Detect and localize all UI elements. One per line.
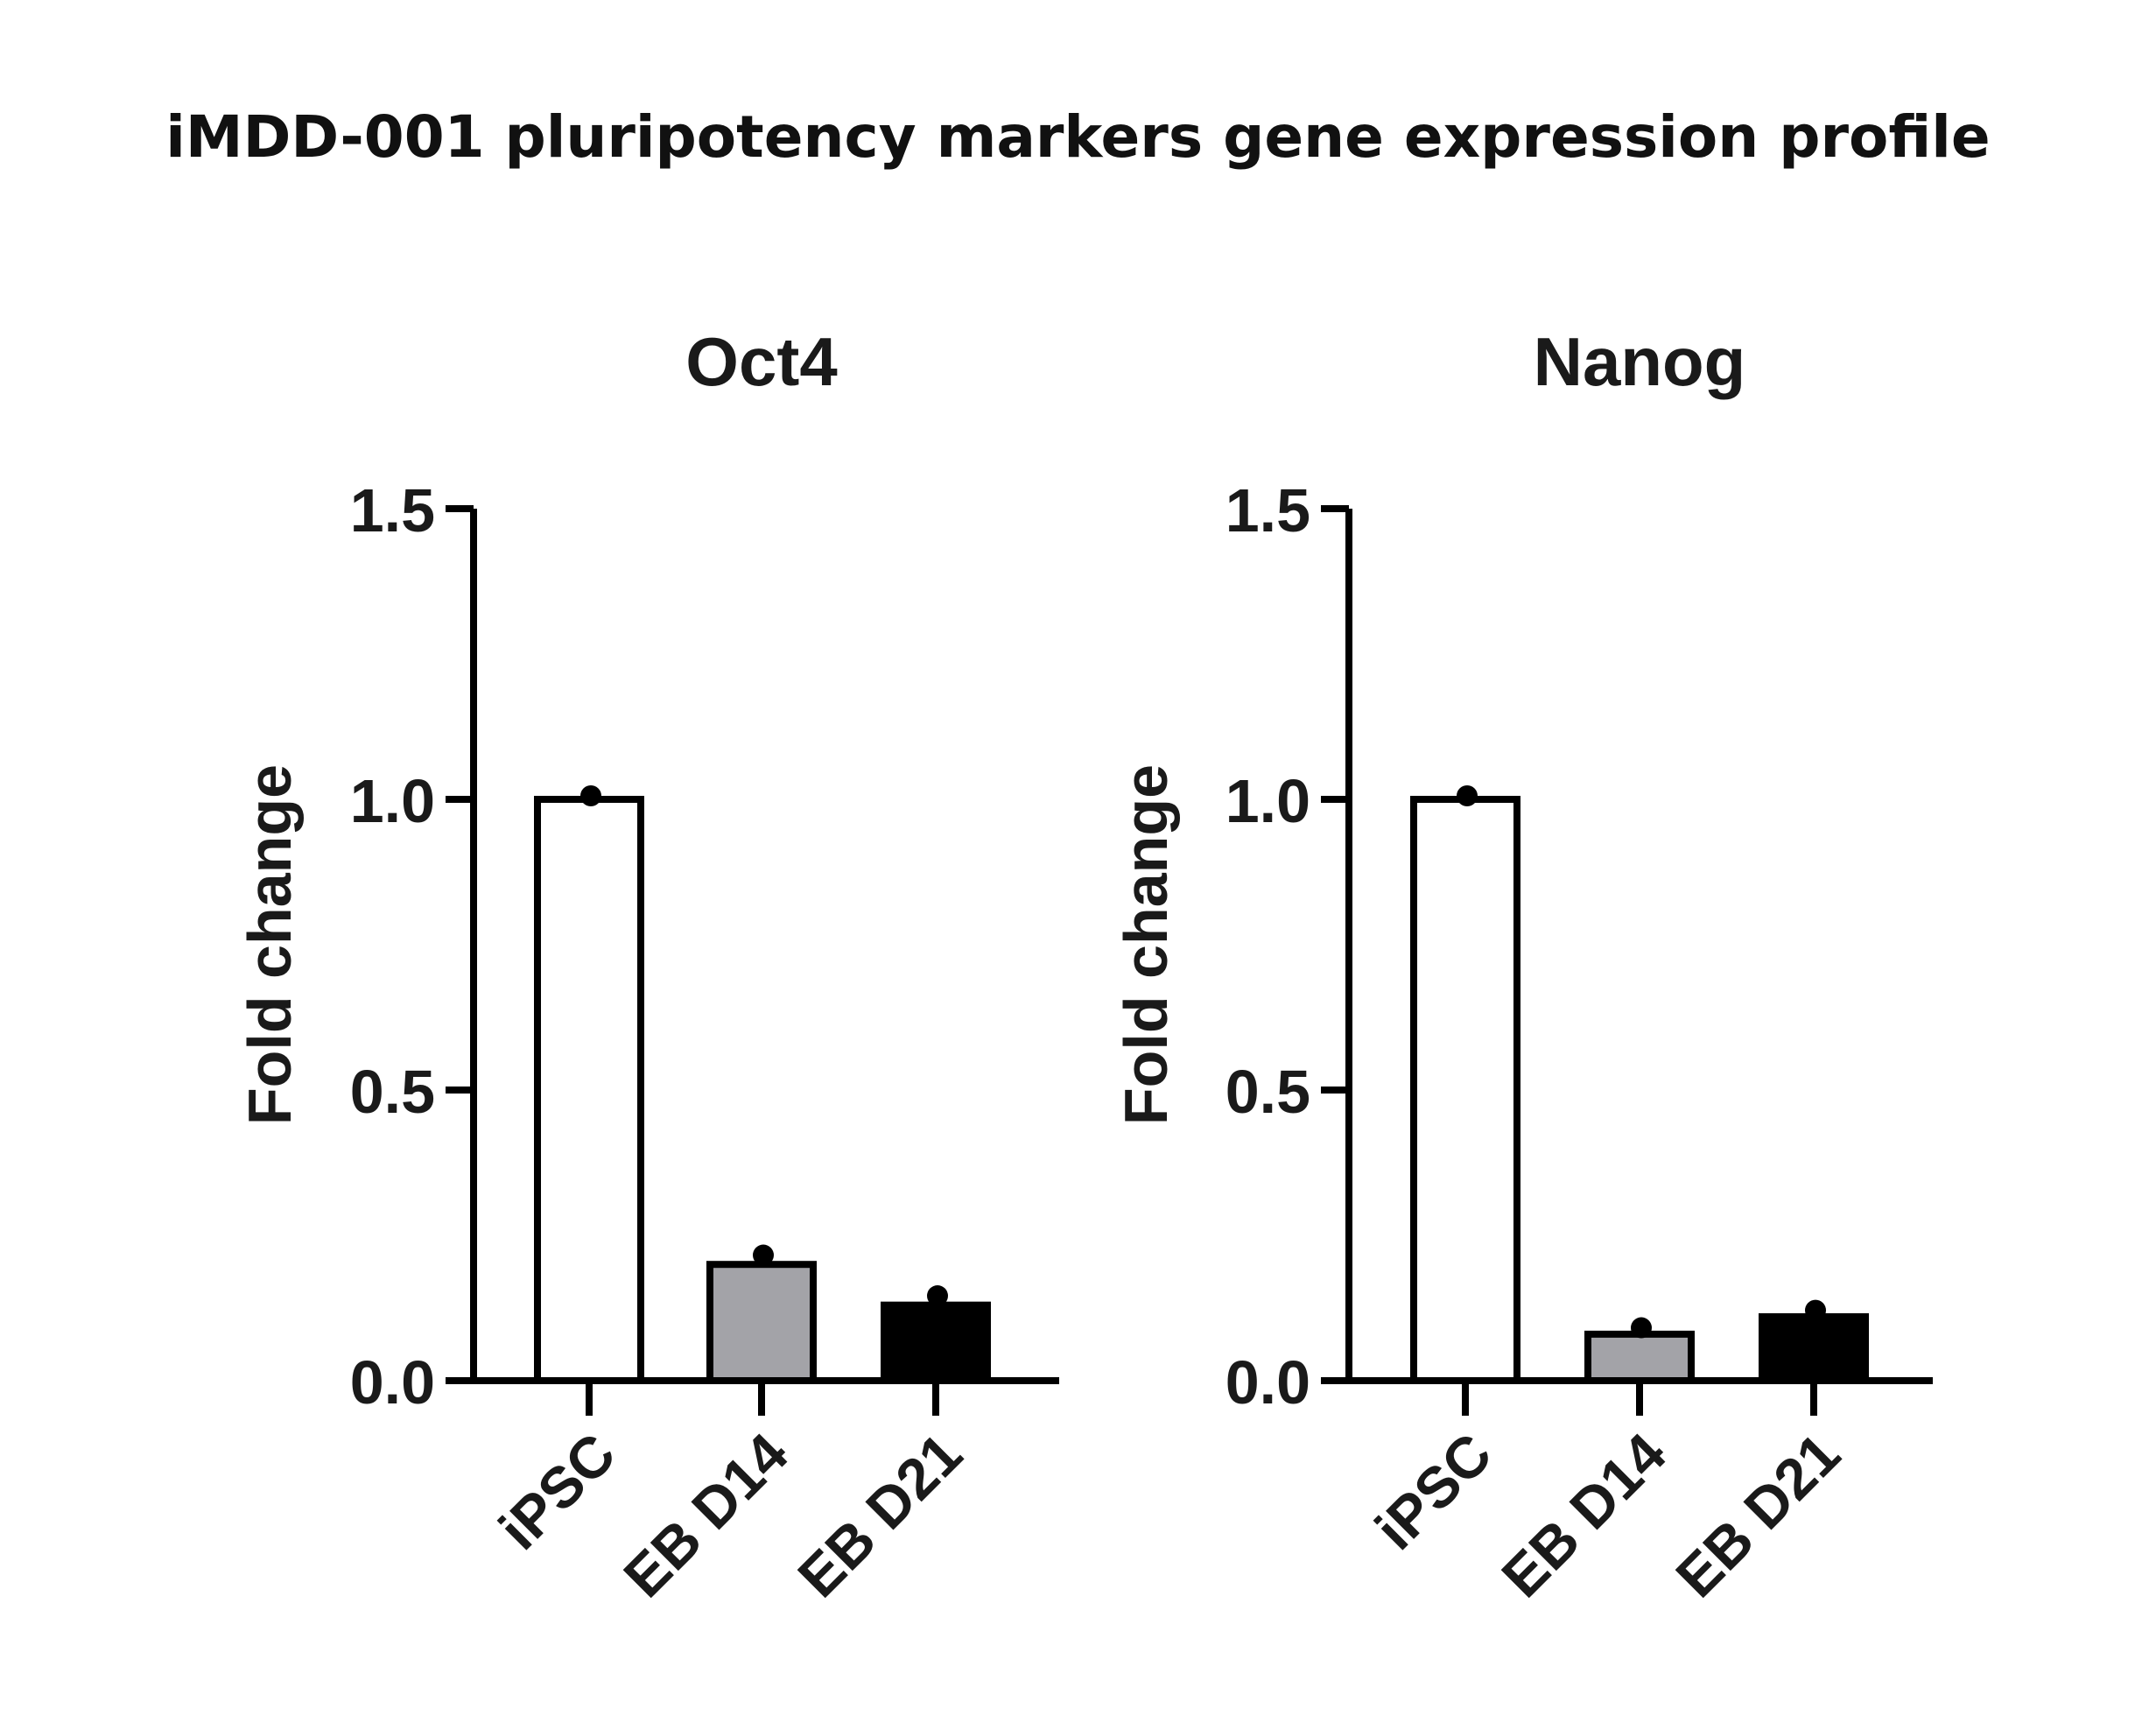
x-tick-label-ipsc: iPSC bbox=[487, 1421, 628, 1562]
x-tick-label-eb-d21: EB D21 bbox=[1663, 1421, 1852, 1610]
bar-eb-d14 bbox=[1584, 1330, 1695, 1385]
y-tick-label: 1.5 bbox=[350, 476, 435, 545]
data-point-eb-d14 bbox=[1631, 1317, 1652, 1339]
x-tick-label-eb-d14: EB D14 bbox=[1489, 1420, 1678, 1609]
y-tick-label: 0.5 bbox=[350, 1058, 435, 1126]
x-tick-label-ipsc: iPSC bbox=[1363, 1421, 1504, 1562]
x-tick-label-eb-d14: EB D14 bbox=[611, 1420, 800, 1609]
data-point-ipsc bbox=[1457, 785, 1478, 806]
bar-eb-d21 bbox=[881, 1301, 991, 1385]
x-tick-label-eb-d21: EB D21 bbox=[785, 1421, 974, 1610]
chart-title-nanog: Nanog bbox=[1534, 323, 1746, 400]
data-point-eb-d21 bbox=[927, 1285, 948, 1307]
y-tick-label: 1.0 bbox=[1225, 767, 1310, 835]
data-point-eb-d21 bbox=[1805, 1299, 1826, 1321]
y-tick-label: 1.5 bbox=[1225, 476, 1310, 545]
chart-title-oct4: Oct4 bbox=[685, 323, 837, 400]
y-tick-label: 0.0 bbox=[1225, 1348, 1310, 1417]
y-tick-label: 1.0 bbox=[350, 767, 435, 835]
bar-ipsc bbox=[1410, 796, 1520, 1384]
y-tick-label: 0.5 bbox=[1225, 1058, 1310, 1126]
bar-eb-d14 bbox=[706, 1261, 817, 1384]
y-axis-label: Fold change bbox=[235, 764, 304, 1125]
y-axis-label: Fold change bbox=[1112, 764, 1180, 1125]
y-tick-label: 0.0 bbox=[350, 1348, 435, 1417]
data-point-eb-d14 bbox=[753, 1244, 774, 1266]
bar-eb-d21 bbox=[1759, 1312, 1869, 1384]
page-title: iMDD-001 pluripotency markers gene expre… bbox=[165, 103, 1991, 171]
data-point-ipsc bbox=[580, 785, 601, 806]
bar-ipsc bbox=[534, 796, 644, 1384]
